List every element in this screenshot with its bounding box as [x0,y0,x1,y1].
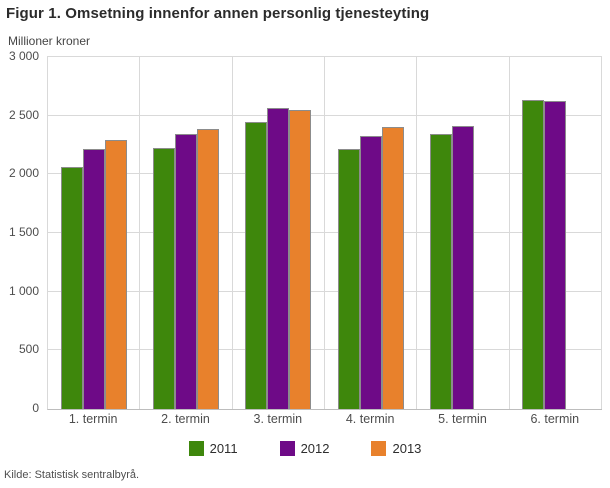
bar-slot [566,57,588,409]
x-tick-label-termin3: 3. termin [253,412,303,426]
bar-groups [48,57,602,409]
legend-item-2013[interactable]: 2013 [371,441,421,456]
x-tick-label-termin4: 4. termin [345,412,395,426]
y-axis-unit-label: Millioner kroner [8,34,91,48]
legend-swatch-icon-2012 [279,441,295,456]
x-axis: 1. termin 2. termin 3. termin 4. termin 5. t… [47,412,601,426]
gridline-1000 [48,290,602,292]
bar-2011-termin4 [337,148,360,409]
legend: 2011 2012 2013 [0,441,610,456]
x-tick-label-termin6: 6. termin [530,412,580,426]
bar-slot [289,57,312,409]
bar-2012-termin5 [451,125,474,409]
category-group-4 [325,57,418,409]
legend-label-2011: 2011 [209,441,238,456]
bar-slot [522,57,545,409]
x-tick-label-termin1: 1. termin [68,412,118,426]
bar-2011-termin1 [60,167,83,409]
y-tick-label: 1 000 [8,283,39,298]
bar-2012-termin1 [82,148,105,409]
category-group-3 [233,57,325,409]
page-title: Figur 1. Omsetning innenfor annen person… [6,5,430,22]
category-group-1 [48,57,141,409]
y-tick-label: 1 500 [8,225,39,239]
legend-swatch-icon-2013 [371,441,387,456]
y-tick-label: 2 500 [8,107,39,122]
bar-slot [267,57,290,409]
bar-slot [544,57,567,409]
bar-2011-termin3 [245,121,268,409]
x-tick-label-termin2: 2. termin [161,412,210,426]
bar-2012-termin6 [544,101,567,409]
bar-slot [474,57,496,409]
gridline-1500 [48,232,602,233]
bar-2012-termin4 [359,135,382,409]
bar-slot [359,57,382,409]
bar-2011-termin2 [152,147,175,409]
gridline-500 [48,349,602,351]
legend-swatch-icon-2011 [188,441,204,456]
bar-2013-termin2 [196,128,219,409]
bar-2013-termin1 [104,140,127,409]
bar-slot [337,57,360,409]
source-note: Kilde: Statistisk sentralbyrå. [4,469,140,481]
bar-2011-termin6 [522,100,545,409]
category-group-6 [510,57,602,409]
category-group-5 [417,57,510,409]
bar-slot [152,57,175,409]
bar-slot [381,57,404,409]
plot-area [47,56,602,410]
x-tick-label-termin5: 5. termin [438,412,487,426]
bar-2013-termin3 [289,110,312,409]
legend-label-2013: 2013 [392,441,422,456]
bar-slot [451,57,474,409]
bar-slot [174,57,197,409]
bar-slot [104,57,127,409]
y-tick-label: 0 [32,401,39,415]
legend-item-2012[interactable]: 2012 [279,441,330,456]
bar-slot [82,57,105,409]
y-tick-label: 3 000 [8,49,39,63]
bar-2011-termin5 [429,134,452,409]
legend-label-2012: 2012 [300,441,330,456]
bar-slot [196,57,219,409]
legend-item-2011[interactable]: 2011 [188,441,238,456]
y-tick-label: 500 [18,342,39,357]
bar-slot [429,57,452,409]
gridline-2500 [48,114,602,116]
bar-2012-termin3 [267,108,290,409]
y-tick-label: 2 000 [8,166,39,181]
bar-2012-termin2 [174,134,197,409]
bar-slot [245,57,268,409]
y-axis: 0 500 1 000 1 500 2 000 2 500 3 000 [0,49,41,415]
bar-2013-termin4 [381,126,404,409]
gridline-2000 [48,173,602,175]
category-group-2 [140,57,233,409]
bar-slot [60,57,83,409]
